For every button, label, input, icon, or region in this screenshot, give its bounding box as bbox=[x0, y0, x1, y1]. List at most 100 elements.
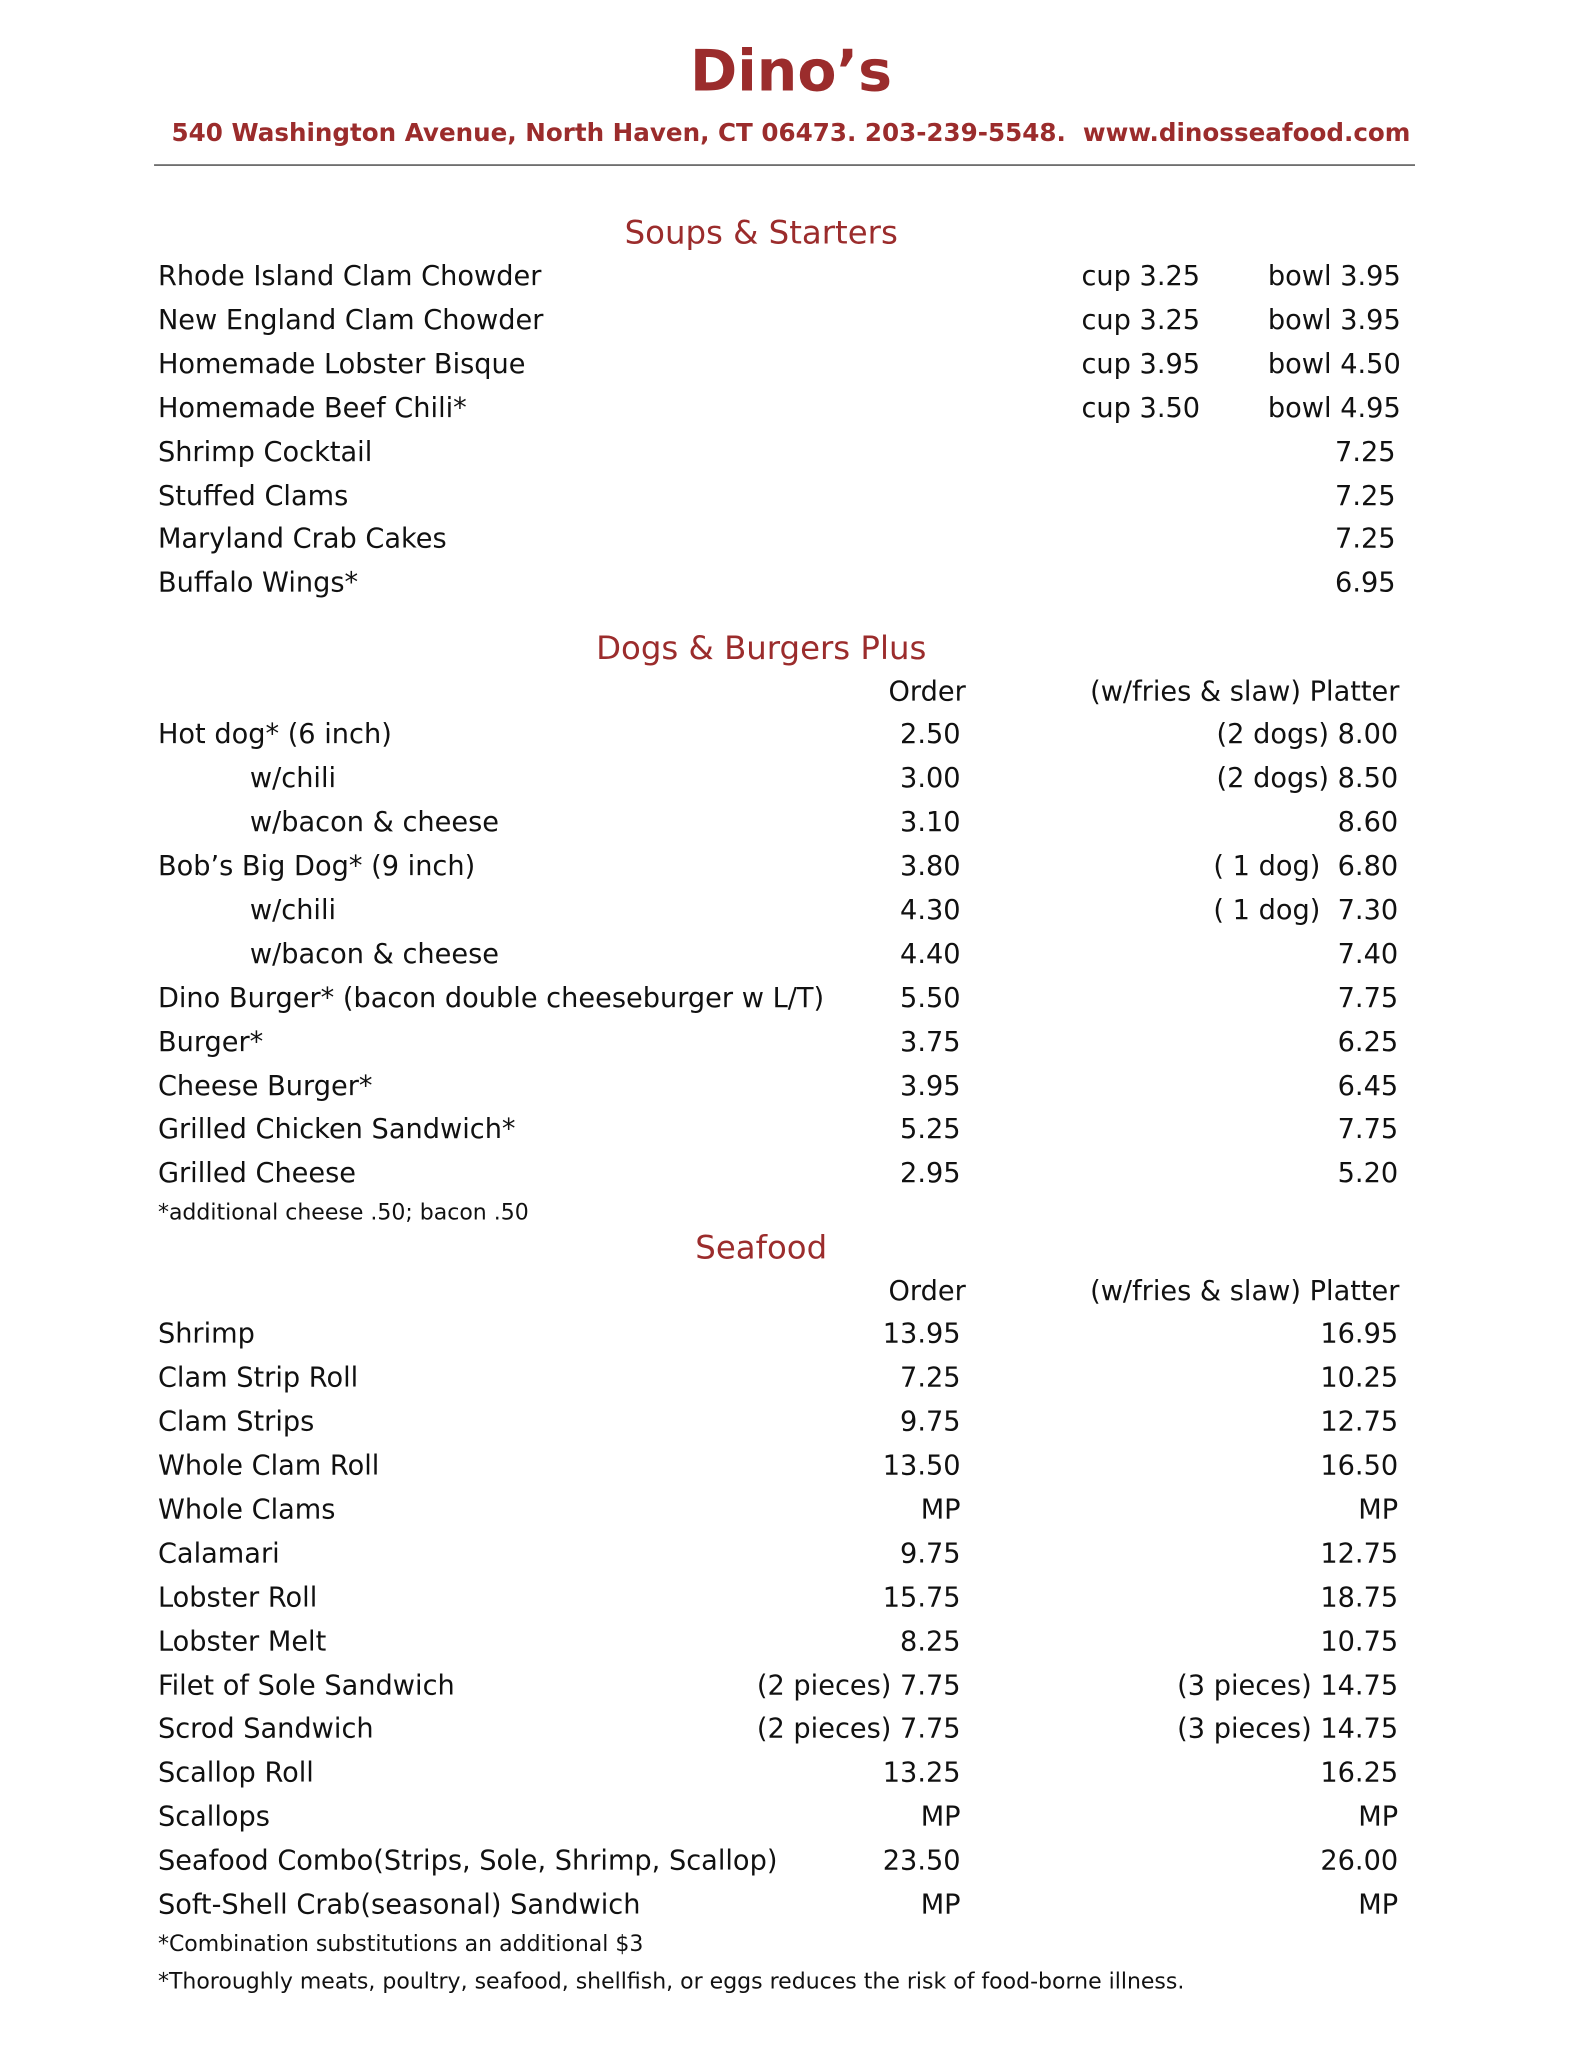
footnote: *Combination substitutions an additional… bbox=[157, 1931, 644, 1958]
item-name: Whole Clam Roll bbox=[157, 1449, 380, 1482]
platter-price: 10.25 bbox=[1320, 1362, 1399, 1394]
platter-price: 16.25 bbox=[1320, 1757, 1399, 1789]
bowl-price: bowl 4.95 bbox=[1267, 391, 1401, 423]
cup-price: cup 3.95 bbox=[1081, 347, 1201, 380]
order-price: 4.30 bbox=[900, 894, 961, 926]
order-price: (2 pieces) 7.75 bbox=[756, 1669, 961, 1701]
footnote: *Thoroughly meats, poultry, seafood, she… bbox=[157, 1969, 1185, 1995]
cup-price: cup 3.25 bbox=[1081, 260, 1201, 292]
platter-price: 18.75 bbox=[1320, 1581, 1399, 1613]
item-name: Dino Burger* (bacon double cheeseburger … bbox=[157, 982, 825, 1014]
item-name: Filet of Sole Sandwich bbox=[157, 1669, 455, 1701]
column-header: Order bbox=[888, 676, 966, 708]
platter-price: 7.75 bbox=[1337, 1113, 1399, 1145]
item-name: w/chili bbox=[249, 762, 337, 794]
order-price: 7.25 bbox=[900, 1362, 961, 1394]
order-price: MP bbox=[920, 1493, 961, 1525]
section-title: Seafood bbox=[695, 1228, 828, 1267]
order-price: 3.95 bbox=[900, 1069, 961, 1102]
platter-price: MP bbox=[1358, 1493, 1399, 1525]
order-price: 3.00 bbox=[900, 762, 961, 794]
item-name: Lobster Roll bbox=[157, 1581, 318, 1613]
platter-price: ( 1 dog) 6.80 bbox=[1213, 850, 1399, 882]
platter-price: 7.40 bbox=[1337, 938, 1399, 970]
order-price: 3.80 bbox=[900, 850, 961, 882]
item-name: Burger* bbox=[157, 1026, 264, 1058]
item-name: w/bacon & cheese bbox=[249, 806, 499, 838]
item-name: Maryland Crab Cakes bbox=[157, 523, 447, 555]
cup-price: cup 3.25 bbox=[1081, 304, 1201, 336]
order-price: 4.40 bbox=[900, 938, 961, 970]
platter-price: MP bbox=[1358, 1888, 1399, 1920]
item-name: Hot dog* (6 inch) bbox=[157, 718, 392, 750]
platter-price: 5.20 bbox=[1337, 1157, 1399, 1189]
item-name: Clam Strips bbox=[157, 1406, 315, 1438]
item-name: Grilled Chicken Sandwich* bbox=[157, 1113, 516, 1145]
item-name: New England Clam Chowder bbox=[157, 304, 544, 336]
order-price: 5.50 bbox=[900, 982, 961, 1014]
item-price: 7.25 bbox=[1335, 523, 1396, 555]
item-name: Homemade Beef Chili* bbox=[157, 391, 467, 423]
platter-price: MP bbox=[1358, 1801, 1399, 1833]
item-name: w/chili bbox=[249, 894, 337, 926]
platter-price: 16.95 bbox=[1320, 1318, 1399, 1350]
order-price: 9.75 bbox=[900, 1406, 961, 1438]
bowl-price: bowl 3.95 bbox=[1267, 304, 1401, 336]
item-name: Homemade Lobster Bisque bbox=[157, 347, 526, 380]
column-header: Order bbox=[888, 1275, 966, 1307]
bowl-price: bowl 3.95 bbox=[1267, 260, 1401, 292]
order-price: 3.75 bbox=[900, 1026, 961, 1058]
order-price: 13.50 bbox=[882, 1449, 961, 1482]
order-price: 3.10 bbox=[900, 806, 961, 838]
item-price: 7.25 bbox=[1335, 435, 1396, 467]
item-name: Cheese Burger* bbox=[157, 1069, 373, 1102]
item-price: 6.95 bbox=[1335, 567, 1396, 599]
platter-price: 8.60 bbox=[1337, 806, 1399, 838]
section-title: Soups & Starters bbox=[624, 213, 898, 252]
order-price: MP bbox=[920, 1888, 961, 1920]
item-name: Soft-Shell Crab(seasonal) Sandwich bbox=[157, 1888, 641, 1920]
order-price: 8.25 bbox=[900, 1625, 961, 1657]
platter-price: 7.75 bbox=[1337, 982, 1399, 1014]
platter-price: 6.25 bbox=[1337, 1026, 1399, 1058]
item-name: Clam Strip Roll bbox=[157, 1362, 359, 1394]
item-name: Bob’s Big Dog* (9 inch) bbox=[157, 850, 476, 882]
order-price: 2.50 bbox=[900, 718, 961, 750]
header-rule bbox=[154, 164, 1415, 166]
platter-price: 16.50 bbox=[1320, 1449, 1399, 1482]
item-name: Buffalo Wings* bbox=[157, 567, 359, 599]
restaurant-title: Dino’s bbox=[689, 38, 893, 105]
platter-price: 10.75 bbox=[1320, 1625, 1399, 1657]
item-name: Calamari bbox=[157, 1537, 280, 1569]
item-price: 7.25 bbox=[1335, 479, 1396, 511]
order-price: 23.50 bbox=[882, 1844, 961, 1876]
item-name: Rhode Island Clam Chowder bbox=[157, 260, 542, 292]
platter-price: 12.75 bbox=[1320, 1406, 1399, 1438]
column-header: (w/fries & slaw) Platter bbox=[1090, 1275, 1400, 1307]
platter-price: (2 dogs) 8.50 bbox=[1216, 762, 1399, 794]
item-name: Scrod Sandwich bbox=[157, 1713, 374, 1745]
item-name: Scallop Roll bbox=[157, 1757, 314, 1789]
item-name: Scallops bbox=[157, 1801, 270, 1833]
item-name: Shrimp bbox=[157, 1318, 255, 1350]
item-name: Whole Clams bbox=[157, 1493, 336, 1525]
order-price: 13.25 bbox=[882, 1757, 961, 1789]
order-price: 5.25 bbox=[900, 1113, 961, 1145]
item-name: Seafood Combo(Strips, Sole, Shrimp, Scal… bbox=[157, 1844, 778, 1876]
platter-price: ( 1 dog) 7.30 bbox=[1213, 894, 1399, 926]
order-price: 2.95 bbox=[900, 1157, 961, 1189]
order-price: MP bbox=[920, 1801, 961, 1833]
column-header: (w/fries & slaw) Platter bbox=[1090, 676, 1400, 708]
platter-price: (3 pieces) 14.75 bbox=[1177, 1669, 1399, 1701]
platter-price: (3 pieces) 14.75 bbox=[1177, 1713, 1399, 1745]
item-name: Shrimp Cocktail bbox=[157, 435, 373, 467]
footnote: *additional cheese .50; bacon .50 bbox=[157, 1200, 529, 1227]
platter-price: 6.45 bbox=[1337, 1069, 1399, 1102]
item-name: Grilled Cheese bbox=[157, 1157, 357, 1189]
order-price: 9.75 bbox=[900, 1537, 961, 1569]
order-price: 15.75 bbox=[882, 1581, 961, 1613]
bowl-price: bowl 4.50 bbox=[1267, 347, 1401, 380]
order-price: (2 pieces) 7.75 bbox=[756, 1713, 961, 1745]
platter-price: 12.75 bbox=[1320, 1537, 1399, 1569]
